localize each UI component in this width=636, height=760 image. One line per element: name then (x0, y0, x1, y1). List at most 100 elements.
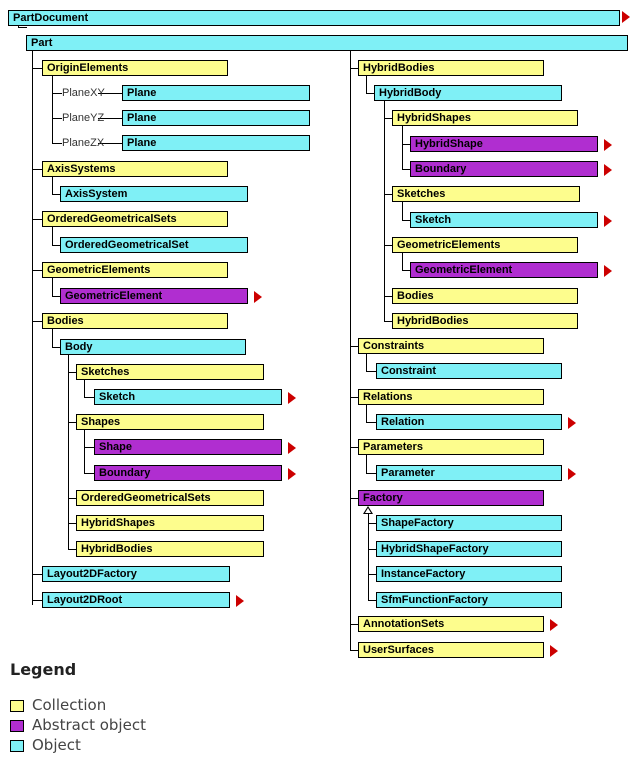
connector-line (366, 93, 375, 94)
connector-line (402, 270, 411, 271)
node-relation[interactable]: Relation (376, 414, 562, 430)
expand-arrow-icon[interactable] (568, 417, 576, 429)
node-instancefactory[interactable]: InstanceFactory (376, 566, 562, 582)
node-parameter[interactable]: Parameter (376, 465, 562, 481)
expand-arrow-icon[interactable] (550, 645, 558, 657)
node-factory[interactable]: Factory (358, 490, 544, 506)
connector-line (68, 523, 77, 524)
node-b-boundary[interactable]: Boundary (94, 465, 282, 481)
connector-line (366, 405, 367, 422)
connector-line (366, 371, 377, 372)
node-shape[interactable]: Shape (94, 439, 282, 455)
connector-line (98, 93, 123, 94)
expand-arrow-icon[interactable] (288, 468, 296, 480)
node-h-hybridbodies[interactable]: HybridBodies (392, 313, 578, 329)
node-constraints[interactable]: Constraints (358, 338, 544, 354)
node-constraint[interactable]: Constraint (376, 363, 562, 379)
connector-line (68, 422, 77, 423)
connector-line (368, 514, 369, 600)
connector-line (84, 473, 95, 474)
connector-line (32, 574, 43, 575)
node-usersurfaces[interactable]: UserSurfaces (358, 642, 544, 658)
connector-line (366, 473, 377, 474)
plane-prefix-label: PlaneXY (62, 87, 105, 99)
node-b-ogs[interactable]: OrderedGeometricalSets (76, 490, 264, 506)
node-partdocument[interactable]: PartDocument (8, 10, 620, 26)
node-hybridbody[interactable]: HybridBody (374, 85, 562, 101)
expand-arrow-icon[interactable] (622, 11, 630, 23)
node-h-boundary[interactable]: Boundary (410, 161, 598, 177)
node-hybridbodies[interactable]: HybridBodies (358, 60, 544, 76)
expand-arrow-icon[interactable] (288, 442, 296, 454)
connector-line (368, 600, 377, 601)
connector-line (32, 43, 33, 605)
connector-line (98, 143, 123, 144)
connector-line (366, 455, 367, 473)
expand-arrow-icon[interactable] (254, 291, 262, 303)
node-hybridshapefactory[interactable]: HybridShapeFactory (376, 541, 562, 557)
expand-arrow-icon[interactable] (550, 619, 558, 631)
node-annotationsets[interactable]: AnnotationSets (358, 616, 544, 632)
node-planexy[interactable]: Plane (122, 85, 310, 101)
connector-line (52, 227, 53, 245)
connector-line (368, 523, 377, 524)
node-b-sketches[interactable]: Sketches (76, 364, 264, 380)
expand-arrow-icon[interactable] (288, 392, 296, 404)
node-axissystems[interactable]: AxisSystems (42, 161, 228, 177)
connector-line (52, 329, 53, 347)
node-h-geometricelement[interactable]: GeometricElement (410, 262, 598, 278)
node-shapefactory[interactable]: ShapeFactory (376, 515, 562, 531)
node-orderedgeometricalset[interactable]: OrderedGeometricalSet (60, 237, 248, 253)
connector-line (384, 101, 385, 321)
node-hybridshape[interactable]: HybridShape (410, 136, 598, 152)
node-sfmfunctionfactory[interactable]: SfmFunctionFactory (376, 592, 562, 608)
connector-line (52, 177, 53, 194)
connector-line (52, 194, 61, 195)
node-layout2droot[interactable]: Layout2DRoot (42, 592, 230, 608)
node-b-hybridbodies[interactable]: HybridBodies (76, 541, 264, 557)
node-bodies[interactable]: Bodies (42, 313, 228, 329)
node-h-sketch[interactable]: Sketch (410, 212, 598, 228)
expand-arrow-icon[interactable] (604, 164, 612, 176)
connector-line (84, 430, 85, 473)
node-b-hybridshapes[interactable]: HybridShapes (76, 515, 264, 531)
node-h-sketches[interactable]: Sketches (392, 186, 580, 202)
legend-title: Legend (10, 660, 77, 679)
node-geometricelement[interactable]: GeometricElement (60, 288, 248, 304)
connector-line (52, 296, 61, 297)
expand-arrow-icon[interactable] (604, 215, 612, 227)
legend-swatch-object (10, 740, 24, 752)
expand-arrow-icon[interactable] (604, 265, 612, 277)
node-planezx[interactable]: Plane (122, 135, 310, 151)
connector-line (32, 169, 43, 170)
connector-line (384, 296, 393, 297)
node-relations[interactable]: Relations (358, 389, 544, 405)
node-shapes[interactable]: Shapes (76, 414, 264, 430)
node-part[interactable]: Part (26, 35, 628, 51)
legend-label-abstract-object: Abstract object (32, 716, 146, 734)
node-body[interactable]: Body (60, 339, 246, 355)
node-geometricelements[interactable]: GeometricElements (42, 262, 228, 278)
connector-line (52, 143, 62, 144)
expand-arrow-icon[interactable] (604, 139, 612, 151)
connector-line (68, 549, 77, 550)
expand-arrow-icon[interactable] (568, 468, 576, 480)
legend-label-collection: Collection (32, 696, 107, 714)
node-axissystem[interactable]: AxisSystem (60, 186, 248, 202)
connector-line (350, 498, 359, 499)
node-parameters[interactable]: Parameters (358, 439, 544, 455)
node-h-bodies[interactable]: Bodies (392, 288, 578, 304)
node-originelements[interactable]: OriginElements (42, 60, 228, 76)
node-orderedgeometricalsets[interactable]: OrderedGeometricalSets (42, 211, 228, 227)
connector-line (68, 498, 77, 499)
connector-line (52, 93, 62, 94)
node-h-geometricelements[interactable]: GeometricElements (392, 237, 578, 253)
node-layout2dfactory[interactable]: Layout2DFactory (42, 566, 230, 582)
node-hybridshapes[interactable]: HybridShapes (392, 110, 578, 126)
connector-line (350, 447, 359, 448)
connector-line (68, 372, 77, 373)
node-planeyz[interactable]: Plane (122, 110, 310, 126)
expand-arrow-icon[interactable] (236, 595, 244, 607)
node-b-sketch[interactable]: Sketch (94, 389, 282, 405)
